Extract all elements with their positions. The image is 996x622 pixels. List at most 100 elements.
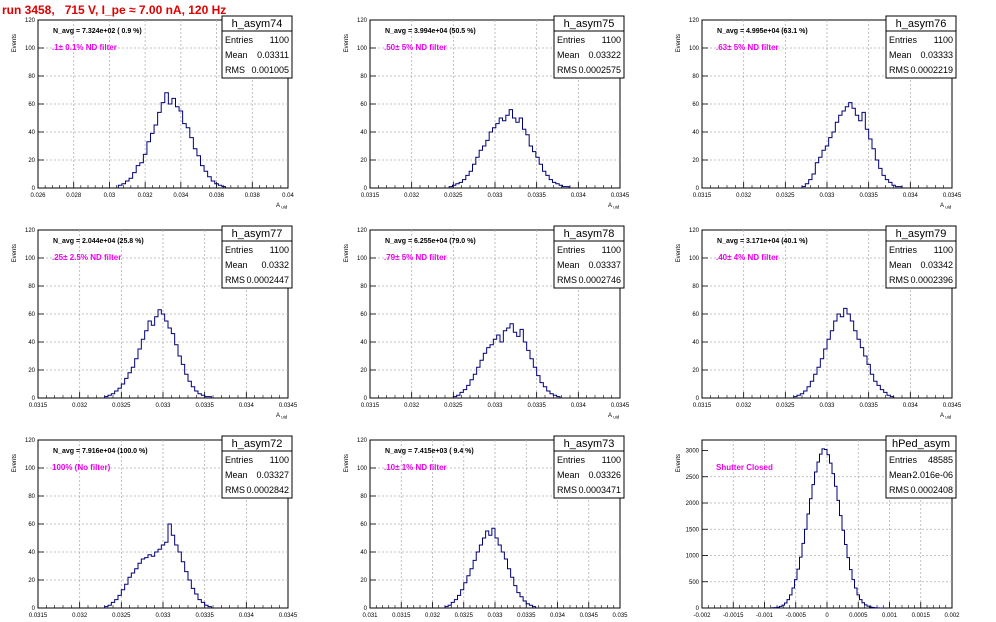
x-tick-label: 0.0335 — [527, 193, 546, 199]
y-tick-label: 100 — [357, 46, 368, 52]
stats-value: 0.0332 — [261, 260, 289, 270]
y-tick-label: 120 — [689, 228, 700, 234]
stats-key: Mean — [557, 260, 580, 270]
stats-key: Entries — [557, 245, 586, 255]
x-tick-label: 0.034 — [239, 613, 255, 619]
y-axis-label: Events — [344, 244, 350, 262]
y-tick-label: 60 — [692, 312, 699, 318]
y-tick-label: 500 — [689, 580, 700, 586]
panel-h_asym74: 0.026 0.028 0.03 0.032 0.034 0.036 0.038 0.04 0 2… — [12, 15, 294, 210]
x-tick-label: 0.032 — [404, 193, 420, 199]
stats-value: 0.001005 — [251, 65, 289, 75]
y-tick-label: 2000 — [686, 501, 700, 507]
x-tick-label: 0.034 — [173, 193, 189, 199]
stats-key: RMS — [225, 65, 245, 75]
stats-box — [885, 240, 957, 289]
n-avg-label: N_avg = 3.171e+04 (40.1 %) — [717, 238, 808, 245]
y-tick-label: 100 — [357, 256, 368, 262]
stats-key: RMS — [557, 65, 577, 75]
x-tick-label: 0.0005 — [849, 613, 868, 619]
histogram-line — [452, 323, 561, 398]
stats-value: 1100 — [602, 35, 621, 45]
stats-key: RMS — [225, 485, 245, 495]
x-tick-label: 0.033 — [155, 613, 171, 619]
x-tick-label: 0.034 — [903, 193, 919, 199]
y-tick-label: 40 — [692, 340, 699, 346]
stats-box — [553, 30, 625, 79]
x-tick-label: 0.034 — [571, 193, 587, 199]
stats-key: Entries — [225, 245, 254, 255]
y-tick-label: 100 — [25, 466, 36, 472]
y-tick-label: 100 — [25, 46, 36, 52]
x-tick-label: 0.033 — [487, 613, 503, 619]
panel-h_asym79: 0.0315 0.032 0.0325 0.033 0.0335 0.034 0.0345 0… — [676, 225, 962, 420]
y-tick-label: 60 — [692, 102, 699, 108]
stats-title: h_asym75 — [564, 18, 615, 30]
x-tick-label: 0.0325 — [776, 193, 795, 199]
y-tick-label: 0 — [364, 606, 368, 612]
y-tick-label: 60 — [28, 102, 35, 108]
x-tick-label: 0.03 — [104, 193, 116, 199]
x-tick-label: 0.0345 — [943, 193, 962, 199]
stats-box — [221, 450, 293, 499]
n-avg-label: N_avg = 2.044e+04 (25.8 %) — [53, 238, 144, 245]
y-tick-label: 40 — [360, 550, 367, 556]
stats-key: Entries — [889, 35, 918, 45]
x-tick-label: 0.035 — [612, 613, 628, 619]
x-tick-label: 0.0325 — [444, 403, 463, 409]
y-tick-label: 0 — [32, 186, 36, 192]
x-tick-label: -0.002 — [693, 613, 711, 619]
histogram-line — [448, 109, 570, 188]
x-tick-label: 0.0345 — [580, 613, 599, 619]
y-tick-label: 0 — [364, 396, 368, 402]
x-tick-label: -0.0015 — [723, 613, 744, 619]
x-tick-label: 0.032 — [736, 193, 752, 199]
stats-value: 1100 — [602, 455, 621, 465]
y-tick-label: 120 — [25, 18, 36, 24]
y-tick-label: 80 — [360, 494, 367, 500]
n-avg-label: N_avg = 7.324e+02 ( 0.9 %) — [53, 28, 142, 35]
stats-value: 0.03337 — [588, 260, 621, 270]
y-tick-label: 40 — [28, 340, 35, 346]
stats-value: 1100 — [270, 35, 289, 45]
y-tick-label: 60 — [28, 522, 35, 528]
y-axis-label: Events — [12, 244, 18, 262]
stats-key: Entries — [225, 455, 254, 465]
filter-annotation: .79± 5% ND filter — [384, 253, 447, 262]
x-tick-label: 0.034 — [571, 403, 587, 409]
stats-value: 0.0002575 — [578, 65, 621, 75]
x-tick-label: 0.032 — [72, 613, 88, 619]
x-tick-label: -0.0005 — [786, 613, 807, 619]
stats-box — [553, 450, 625, 499]
stats-key: RMS — [889, 65, 909, 75]
y-tick-label: 0 — [696, 396, 700, 402]
x-tick-label: 0.0315 — [693, 403, 712, 409]
stats-key: RMS — [557, 275, 577, 285]
y-tick-label: 120 — [357, 438, 368, 444]
y-tick-label: 20 — [360, 158, 367, 164]
stats-key: Mean — [889, 260, 912, 270]
y-tick-label: 120 — [357, 18, 368, 24]
y-tick-label: 20 — [28, 578, 35, 584]
stats-key: Mean — [225, 50, 248, 60]
histogram-line — [801, 102, 903, 188]
x-tick-label: 0.0335 — [859, 403, 878, 409]
stats-box — [553, 240, 625, 289]
stats-value: 0.03326 — [588, 470, 621, 480]
stats-key: RMS — [225, 275, 245, 285]
x-tick-label: 0.0315 — [361, 193, 380, 199]
y-axis-label: Events — [12, 34, 18, 52]
stats-value: 1100 — [934, 245, 953, 255]
y-tick-label: 20 — [360, 368, 367, 374]
x-tick-label: 0.034 — [239, 403, 255, 409]
y-tick-label: 2500 — [686, 475, 700, 481]
y-tick-label: 80 — [28, 494, 35, 500]
panel-h_asym77: 0.0315 0.032 0.0325 0.033 0.0335 0.034 0.0345 0… — [12, 225, 298, 420]
stats-key: Mean — [557, 470, 580, 480]
panel-h_asym76: 0.0315 0.032 0.0325 0.033 0.0335 0.034 0.0345 0… — [676, 15, 962, 210]
filter-annotation: .25± 2.5% ND filter — [52, 253, 121, 262]
stats-box — [221, 240, 293, 289]
y-axis-label: Events — [344, 34, 350, 52]
x-tick-label: 0.0315 — [392, 613, 411, 619]
y-tick-label: 120 — [25, 228, 36, 234]
